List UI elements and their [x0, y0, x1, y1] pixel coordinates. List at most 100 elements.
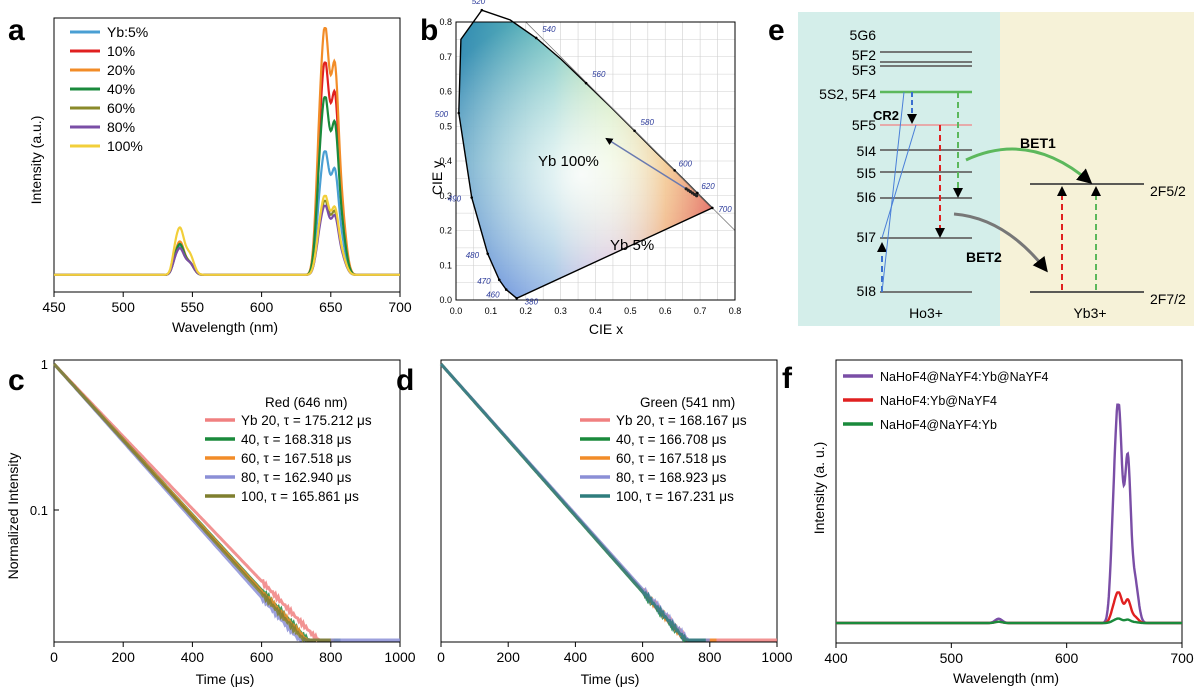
- locus-tick: [470, 196, 473, 199]
- x-tick-label: 0.3: [554, 306, 567, 316]
- legend-label-4: 100, τ = 167.231 μs: [616, 489, 734, 504]
- legend-label-3: 40%: [107, 81, 135, 97]
- plot-frame: [455, 21, 736, 301]
- ho-level-label-6: 5I5: [857, 165, 877, 181]
- panel-label: b: [420, 14, 438, 47]
- y-tick-label: 0.5: [439, 121, 452, 131]
- cr2-line-1: [881, 91, 905, 293]
- decay-curve-4: [52, 362, 331, 643]
- panel-a: a Intensity (a.u.) Wavelength (nm) 450 50…: [8, 14, 412, 335]
- x-tick-label: 200: [112, 649, 136, 665]
- decay-curve-4: [439, 363, 706, 642]
- y-tick-label: 0.1: [439, 260, 452, 270]
- legend-label-2: 60, τ = 167.518 μs: [241, 451, 352, 466]
- y-tick-label: 0.0: [439, 295, 452, 305]
- series-line-1: [54, 61, 400, 276]
- bet2-label: BET2: [966, 249, 1002, 265]
- x-tick-label: 400: [564, 649, 588, 665]
- plot-frame: [835, 359, 1183, 644]
- yb-ion-label: Yb3+: [1073, 305, 1106, 321]
- plot-frame: [53, 359, 401, 643]
- x-axis-label: Wavelength (nm): [172, 319, 278, 335]
- y-axis-label: CIE y: [429, 161, 445, 195]
- y-tick-label: 0.7: [439, 52, 452, 62]
- wavelength-label: 500: [435, 110, 449, 119]
- legend-label-5: 80%: [107, 119, 135, 135]
- x-tick-label: 0.0: [450, 306, 463, 316]
- locus-tick: [457, 111, 461, 115]
- x-tick-label: 200: [497, 649, 521, 665]
- ho-level-label-5: 5I4: [857, 143, 877, 159]
- locus-tick: [584, 81, 588, 85]
- legend-label-1: 10%: [107, 43, 135, 59]
- y-axis-label: Normalized Intensity: [5, 453, 21, 580]
- x-tick-label: 0.4: [589, 306, 602, 316]
- cie-point: [695, 194, 699, 198]
- x-tick-label: 700: [388, 299, 412, 315]
- x-tick-label: 600: [250, 299, 274, 315]
- x-axis-label: Time (μs): [581, 671, 640, 687]
- ho-ion-label: Ho3+: [909, 305, 943, 321]
- y-tick-label: 0.8: [439, 17, 452, 27]
- x-axis-label: Time (μs): [196, 671, 255, 687]
- ho-level-label-2: 5F3: [852, 62, 876, 78]
- x-tick-label: 0: [50, 649, 58, 665]
- legend-title: Green (541 nm): [640, 395, 735, 410]
- guide-line: [525, 21, 736, 231]
- x-tick-label: 0.5: [624, 306, 637, 316]
- x-tick-label: 600: [1055, 650, 1079, 666]
- legend-label-3: 80, τ = 162.940 μs: [241, 470, 352, 485]
- bet1-label: BET1: [1020, 135, 1056, 151]
- legend-label-1: 40, τ = 168.318 μs: [241, 432, 352, 447]
- plot-frame: [440, 359, 778, 643]
- x-tick-label: 600: [250, 649, 274, 665]
- series-line-2: [54, 27, 400, 276]
- series-line-6: [54, 194, 400, 276]
- panel-c: c Normalized Intensity Time (μs) 0 200 400…: [5, 357, 416, 687]
- bet1-arrow: [965, 147, 1093, 184]
- x-tick-label: 700: [1170, 650, 1194, 666]
- bet2-arrow: [953, 212, 1048, 273]
- legend-label-1: NaHoF4:Yb@NaYF4: [880, 394, 997, 408]
- panel-label: a: [8, 14, 25, 47]
- wavelength-label: 540: [542, 25, 556, 34]
- legend-label-3: 80, τ = 168.923 μs: [616, 470, 727, 485]
- spectrum-line-1: [836, 591, 1182, 625]
- spectrum-line-2: [836, 617, 1182, 625]
- wavelength-label: 380: [525, 297, 539, 306]
- locus-tick: [633, 129, 636, 133]
- yb-region: [1000, 12, 1194, 326]
- x-tick-label: 0.2: [519, 306, 532, 316]
- locus-tick: [696, 191, 699, 195]
- x-tick-label: 0.7: [694, 306, 707, 316]
- y-tick-label: 0.2: [439, 226, 452, 236]
- ho-level-label-8: 5I7: [857, 229, 877, 245]
- annotation-low: Yb 5%: [610, 237, 654, 254]
- x-tick-label: 0.1: [485, 306, 498, 316]
- panel-f: f Intensity (a. u.) Wavelength (nm) 400 5…: [782, 359, 1194, 686]
- annotation-high: Yb 100%: [538, 153, 599, 170]
- legend-label-6: 100%: [107, 138, 143, 154]
- wavelength-label: 620: [701, 182, 715, 191]
- panel-label: f: [782, 362, 793, 395]
- legend-label-4: 60%: [107, 100, 135, 116]
- wavelength-label: 460: [486, 291, 500, 300]
- wavelength-label: 560: [592, 70, 606, 79]
- x-axis-label: Wavelength (nm): [953, 670, 1059, 686]
- wavelength-label: 490: [448, 194, 462, 203]
- y-tick-label: 0.6: [439, 87, 452, 97]
- locus-tick: [534, 36, 538, 40]
- x-tick-label: 1000: [384, 649, 415, 665]
- y-tick-label: 0.1: [30, 503, 48, 518]
- panel-b: b CIE y CIE x 0.0 0.1 0.2 0.3 0.4 0.5 0.6 0.7 0.…: [420, 0, 741, 337]
- locus-tick: [673, 169, 676, 172]
- y-tick-label: 0.4: [439, 156, 452, 166]
- locus-tick: [480, 8, 484, 12]
- panel-label: d: [396, 364, 414, 397]
- legend-title: Red (646 nm): [265, 395, 348, 410]
- legend-label-0: NaHoF4@NaYF4:Yb@NaYF4: [880, 370, 1049, 384]
- y-tick-label: 0.3: [439, 191, 452, 201]
- x-tick-label: 800: [698, 649, 722, 665]
- x-tick-label: 650: [319, 299, 343, 315]
